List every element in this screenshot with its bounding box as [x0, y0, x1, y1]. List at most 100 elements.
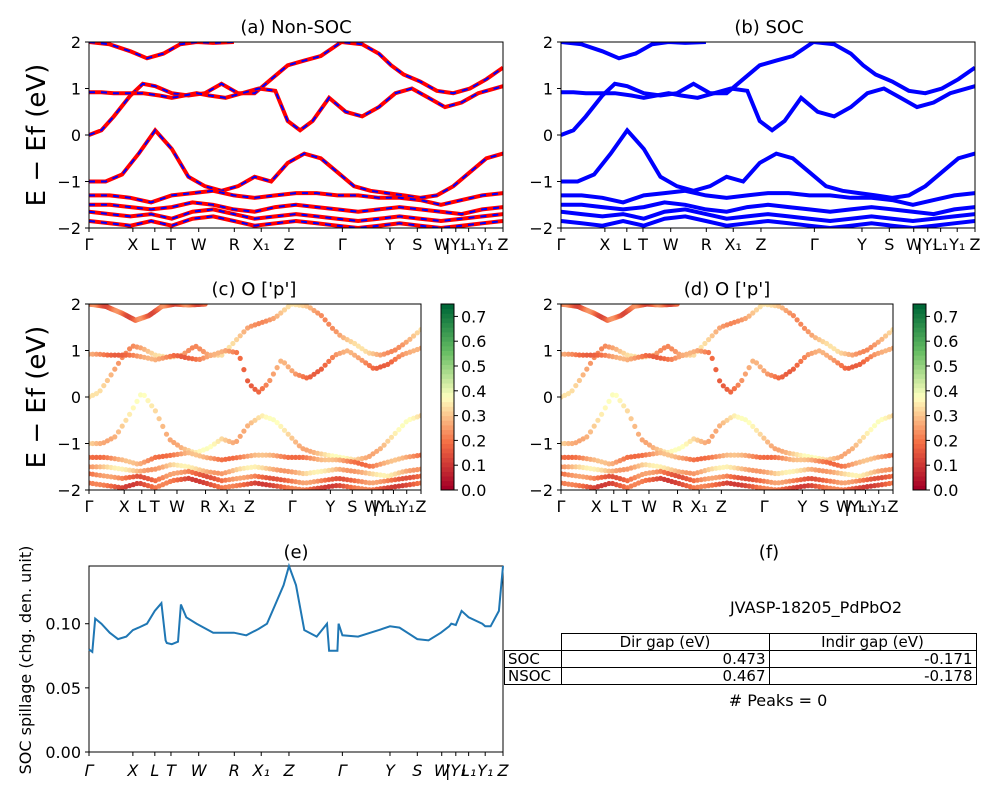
band-point — [259, 386, 265, 392]
xtick-label: T — [165, 235, 176, 254]
band-point — [591, 352, 597, 358]
band-point — [720, 383, 726, 389]
soc-band-line — [561, 207, 975, 224]
colorbar-segment — [913, 452, 926, 458]
band-point — [757, 364, 763, 370]
band-point — [104, 352, 110, 358]
band-point — [289, 454, 295, 460]
xtick-label: Z — [716, 497, 727, 516]
xtick-label: W — [191, 761, 208, 780]
xtick-label: Γ — [810, 235, 819, 254]
colorbar-tick-label: 0.1 — [933, 456, 958, 475]
colorbar-segment — [441, 322, 454, 328]
band-point — [890, 413, 893, 419]
xtick-label: Y₁ — [398, 497, 415, 516]
band-point — [801, 457, 808, 463]
soc-band-line — [89, 208, 503, 223]
xtick-label: R — [200, 497, 211, 516]
colorbar-segment — [913, 429, 926, 435]
xtick-label: S — [412, 235, 422, 254]
colorbar-segment — [441, 401, 454, 407]
band-point — [263, 382, 269, 388]
panel-e: (e) SOC spillage (chg. den. unit) 0.00 0.… — [16, 542, 510, 780]
band-point — [580, 372, 586, 378]
xtick-label: S — [819, 497, 829, 516]
ytick-label: −1 — [529, 173, 553, 192]
band-point — [742, 371, 749, 377]
band-point — [772, 470, 778, 477]
colorbar-segment — [913, 341, 926, 347]
band-point — [886, 330, 892, 336]
band-point — [293, 439, 299, 445]
band-point — [742, 315, 749, 322]
colorbar-segment — [441, 457, 454, 463]
xtick-label: Y₁ — [477, 761, 493, 780]
ytick-label: 2 — [543, 33, 553, 52]
band-point — [562, 351, 568, 357]
band-point — [787, 310, 793, 316]
xtick-label: R — [229, 235, 240, 254]
band-point — [119, 423, 125, 429]
colorbar-segment — [441, 397, 454, 403]
band-point — [418, 473, 421, 479]
band-point — [270, 417, 276, 423]
xtick-label: S — [884, 235, 894, 254]
band-point — [643, 439, 649, 446]
table-title: JVASP-18205_PdPbO2 — [729, 598, 902, 618]
ytick-label: 0 — [71, 126, 81, 145]
band-point — [768, 443, 774, 449]
band-point — [790, 457, 797, 463]
colorbar-segment — [913, 457, 926, 463]
xtick-label: Y₁ — [476, 235, 493, 254]
band-point — [127, 411, 133, 417]
colorbar-segment — [441, 392, 454, 398]
band-point — [193, 356, 199, 362]
xtick-label: T — [637, 235, 648, 254]
soc-band-line — [89, 42, 503, 136]
band-point — [252, 386, 258, 392]
band-point — [565, 454, 572, 460]
panel-a-ylabel: E − Ef (eV) — [22, 64, 52, 207]
band-point — [370, 365, 376, 371]
colorbar-segment — [441, 327, 454, 333]
xtick-label: X — [127, 235, 138, 254]
panel-c-title: (c) O ['p'] — [212, 279, 297, 300]
band-point — [713, 428, 719, 434]
soc-band-line — [561, 42, 706, 61]
band-point — [329, 325, 336, 331]
band-point — [798, 358, 804, 364]
xtick-label: X₁ — [253, 235, 270, 254]
band-point — [753, 307, 760, 313]
colorbar-tick-label: 0.6 — [933, 332, 958, 351]
band-point — [857, 361, 863, 367]
band-point — [366, 362, 372, 369]
band-point — [783, 307, 789, 314]
band-point — [824, 340, 830, 347]
band-point — [396, 344, 402, 350]
xtick-label: Γ — [288, 497, 297, 516]
band-point — [333, 483, 339, 489]
band-point — [418, 480, 421, 486]
soc-band-line — [561, 84, 975, 133]
ytick-label: −2 — [57, 219, 81, 238]
band-point — [724, 417, 730, 423]
soc-band-line — [89, 215, 503, 228]
band-point — [289, 435, 295, 441]
band-point — [838, 480, 845, 486]
band-point — [388, 359, 395, 365]
band-point — [827, 343, 833, 349]
colorbar-tick-label: 0.3 — [933, 407, 958, 426]
band-point — [587, 360, 594, 366]
band-point — [307, 305, 313, 311]
band-point — [595, 417, 601, 423]
colorbar-segment — [441, 480, 454, 486]
xtick-label: R — [701, 235, 712, 254]
colorbar-segment — [441, 308, 454, 314]
colorbar-tick-label: 0.7 — [461, 307, 486, 326]
gap-table: Dir gap (eV) Indir gap (eV) SOC 0.473 -0… — [504, 633, 977, 685]
band-point — [385, 438, 391, 444]
band-point — [403, 339, 409, 345]
colorbar-tick-label: 0.0 — [461, 481, 486, 500]
band-point — [93, 464, 99, 470]
colorbar-segment — [441, 383, 454, 389]
